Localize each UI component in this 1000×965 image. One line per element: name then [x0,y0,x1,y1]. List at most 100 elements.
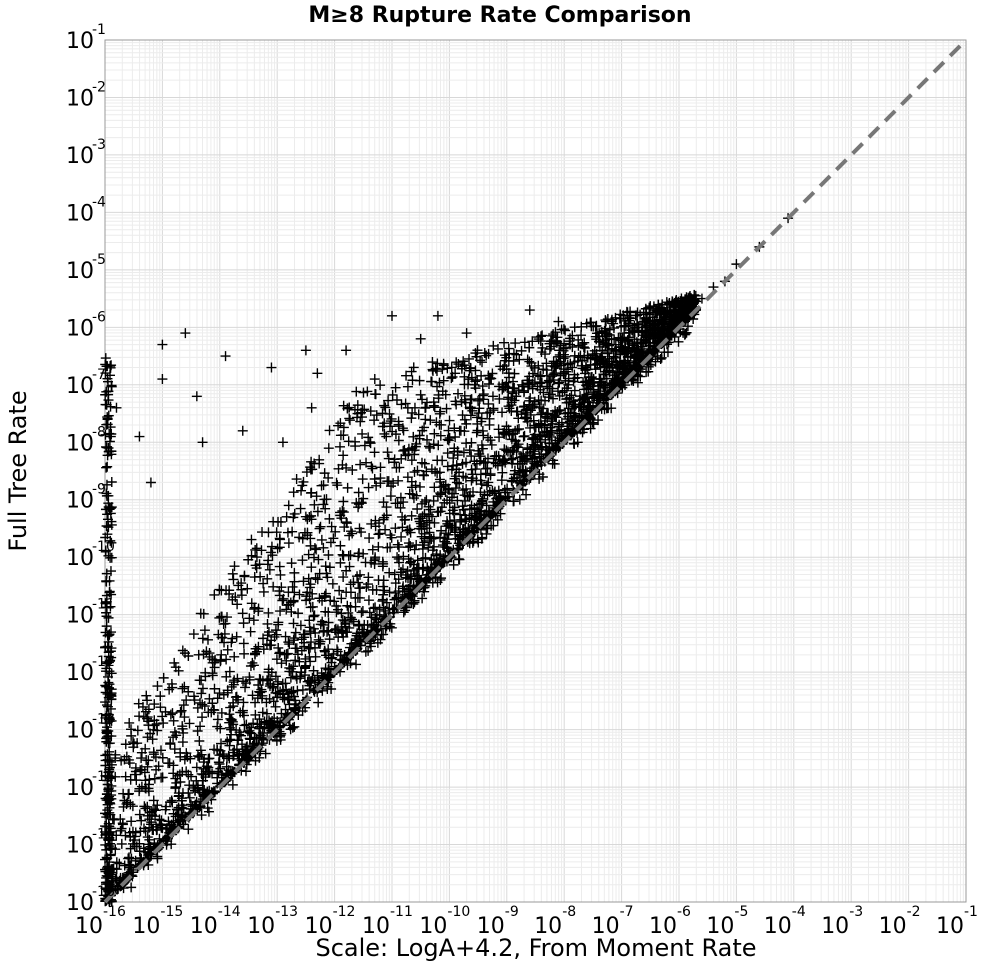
data-point [273,642,284,653]
data-point [393,553,404,564]
data-point [472,412,483,423]
data-point [142,761,153,772]
data-point [106,589,117,600]
data-point [377,421,388,432]
data-point [449,488,460,499]
data-point [487,391,498,402]
data-point [276,582,287,593]
data-point [558,364,569,375]
data-point [335,557,346,568]
data-point [332,646,343,657]
data-point [532,456,543,467]
svg-text:-10: -10 [92,539,115,555]
data-point [406,510,417,521]
data-point [391,462,402,473]
svg-text:10: 10 [66,316,94,341]
data-points [100,213,794,907]
svg-text:10: 10 [66,719,94,744]
data-point [114,858,125,869]
data-point [461,418,472,429]
data-point [309,686,320,697]
data-point [260,748,271,759]
data-point [384,408,395,419]
data-point [411,539,422,550]
data-point [659,306,670,317]
data-point [603,340,614,351]
data-point [213,757,224,768]
data-point [194,735,205,746]
data-point [144,849,155,860]
data-point [558,349,569,360]
data-point [281,604,292,615]
data-point [178,700,189,711]
data-point [215,763,226,774]
data-point [452,543,463,554]
data-point [364,533,375,544]
data-point [216,611,227,622]
data-point [627,343,638,354]
data-point [333,420,344,431]
data-point [656,352,667,363]
data-point [435,574,446,585]
data-point [314,593,325,604]
data-point [444,415,455,426]
data-point [393,435,404,446]
data-point [401,370,412,381]
data-point [184,792,195,803]
data-point [556,424,567,435]
data-point [451,477,462,488]
data-point [424,532,435,543]
data-point [421,495,432,506]
data-point [197,683,208,694]
data-point [299,662,310,673]
data-point [275,606,286,617]
data-point [140,803,151,814]
data-point [585,413,596,424]
data-point [178,727,189,738]
data-point [461,483,472,494]
data-point [578,377,589,388]
data-point [206,707,217,718]
data-point [334,585,345,596]
data-point [406,413,417,424]
data-point [355,416,366,427]
data-point [464,491,475,502]
data-point [379,400,390,411]
data-point [554,405,565,416]
data-point [254,723,265,734]
data-point [682,321,693,332]
data-point [204,785,215,796]
y-tick-label: 10-1 [66,22,106,54]
data-point [391,592,402,603]
data-point [533,370,544,381]
data-point [370,521,381,532]
data-point [477,495,488,506]
data-point [382,542,393,553]
data-point [564,336,575,347]
data-point [444,432,455,443]
data-point [271,692,282,703]
svg-text:-10: -10 [447,904,470,920]
data-point [192,750,203,761]
data-point [275,647,286,658]
data-point [363,595,374,606]
data-point [426,376,437,387]
data-point [540,349,551,360]
data-point [647,324,658,335]
data-point [403,542,414,553]
data-point [543,408,554,419]
data-point [270,625,281,636]
data-point [564,427,575,438]
data-point [374,610,385,621]
data-point [628,343,639,354]
data-point [328,533,339,544]
data-point [289,721,300,732]
data-point [404,524,415,535]
data-point [572,356,583,367]
data-point [610,375,621,386]
data-point [552,359,563,370]
data-point [363,645,374,656]
data-point [336,513,347,524]
data-point [461,527,472,538]
data-point [134,431,145,442]
